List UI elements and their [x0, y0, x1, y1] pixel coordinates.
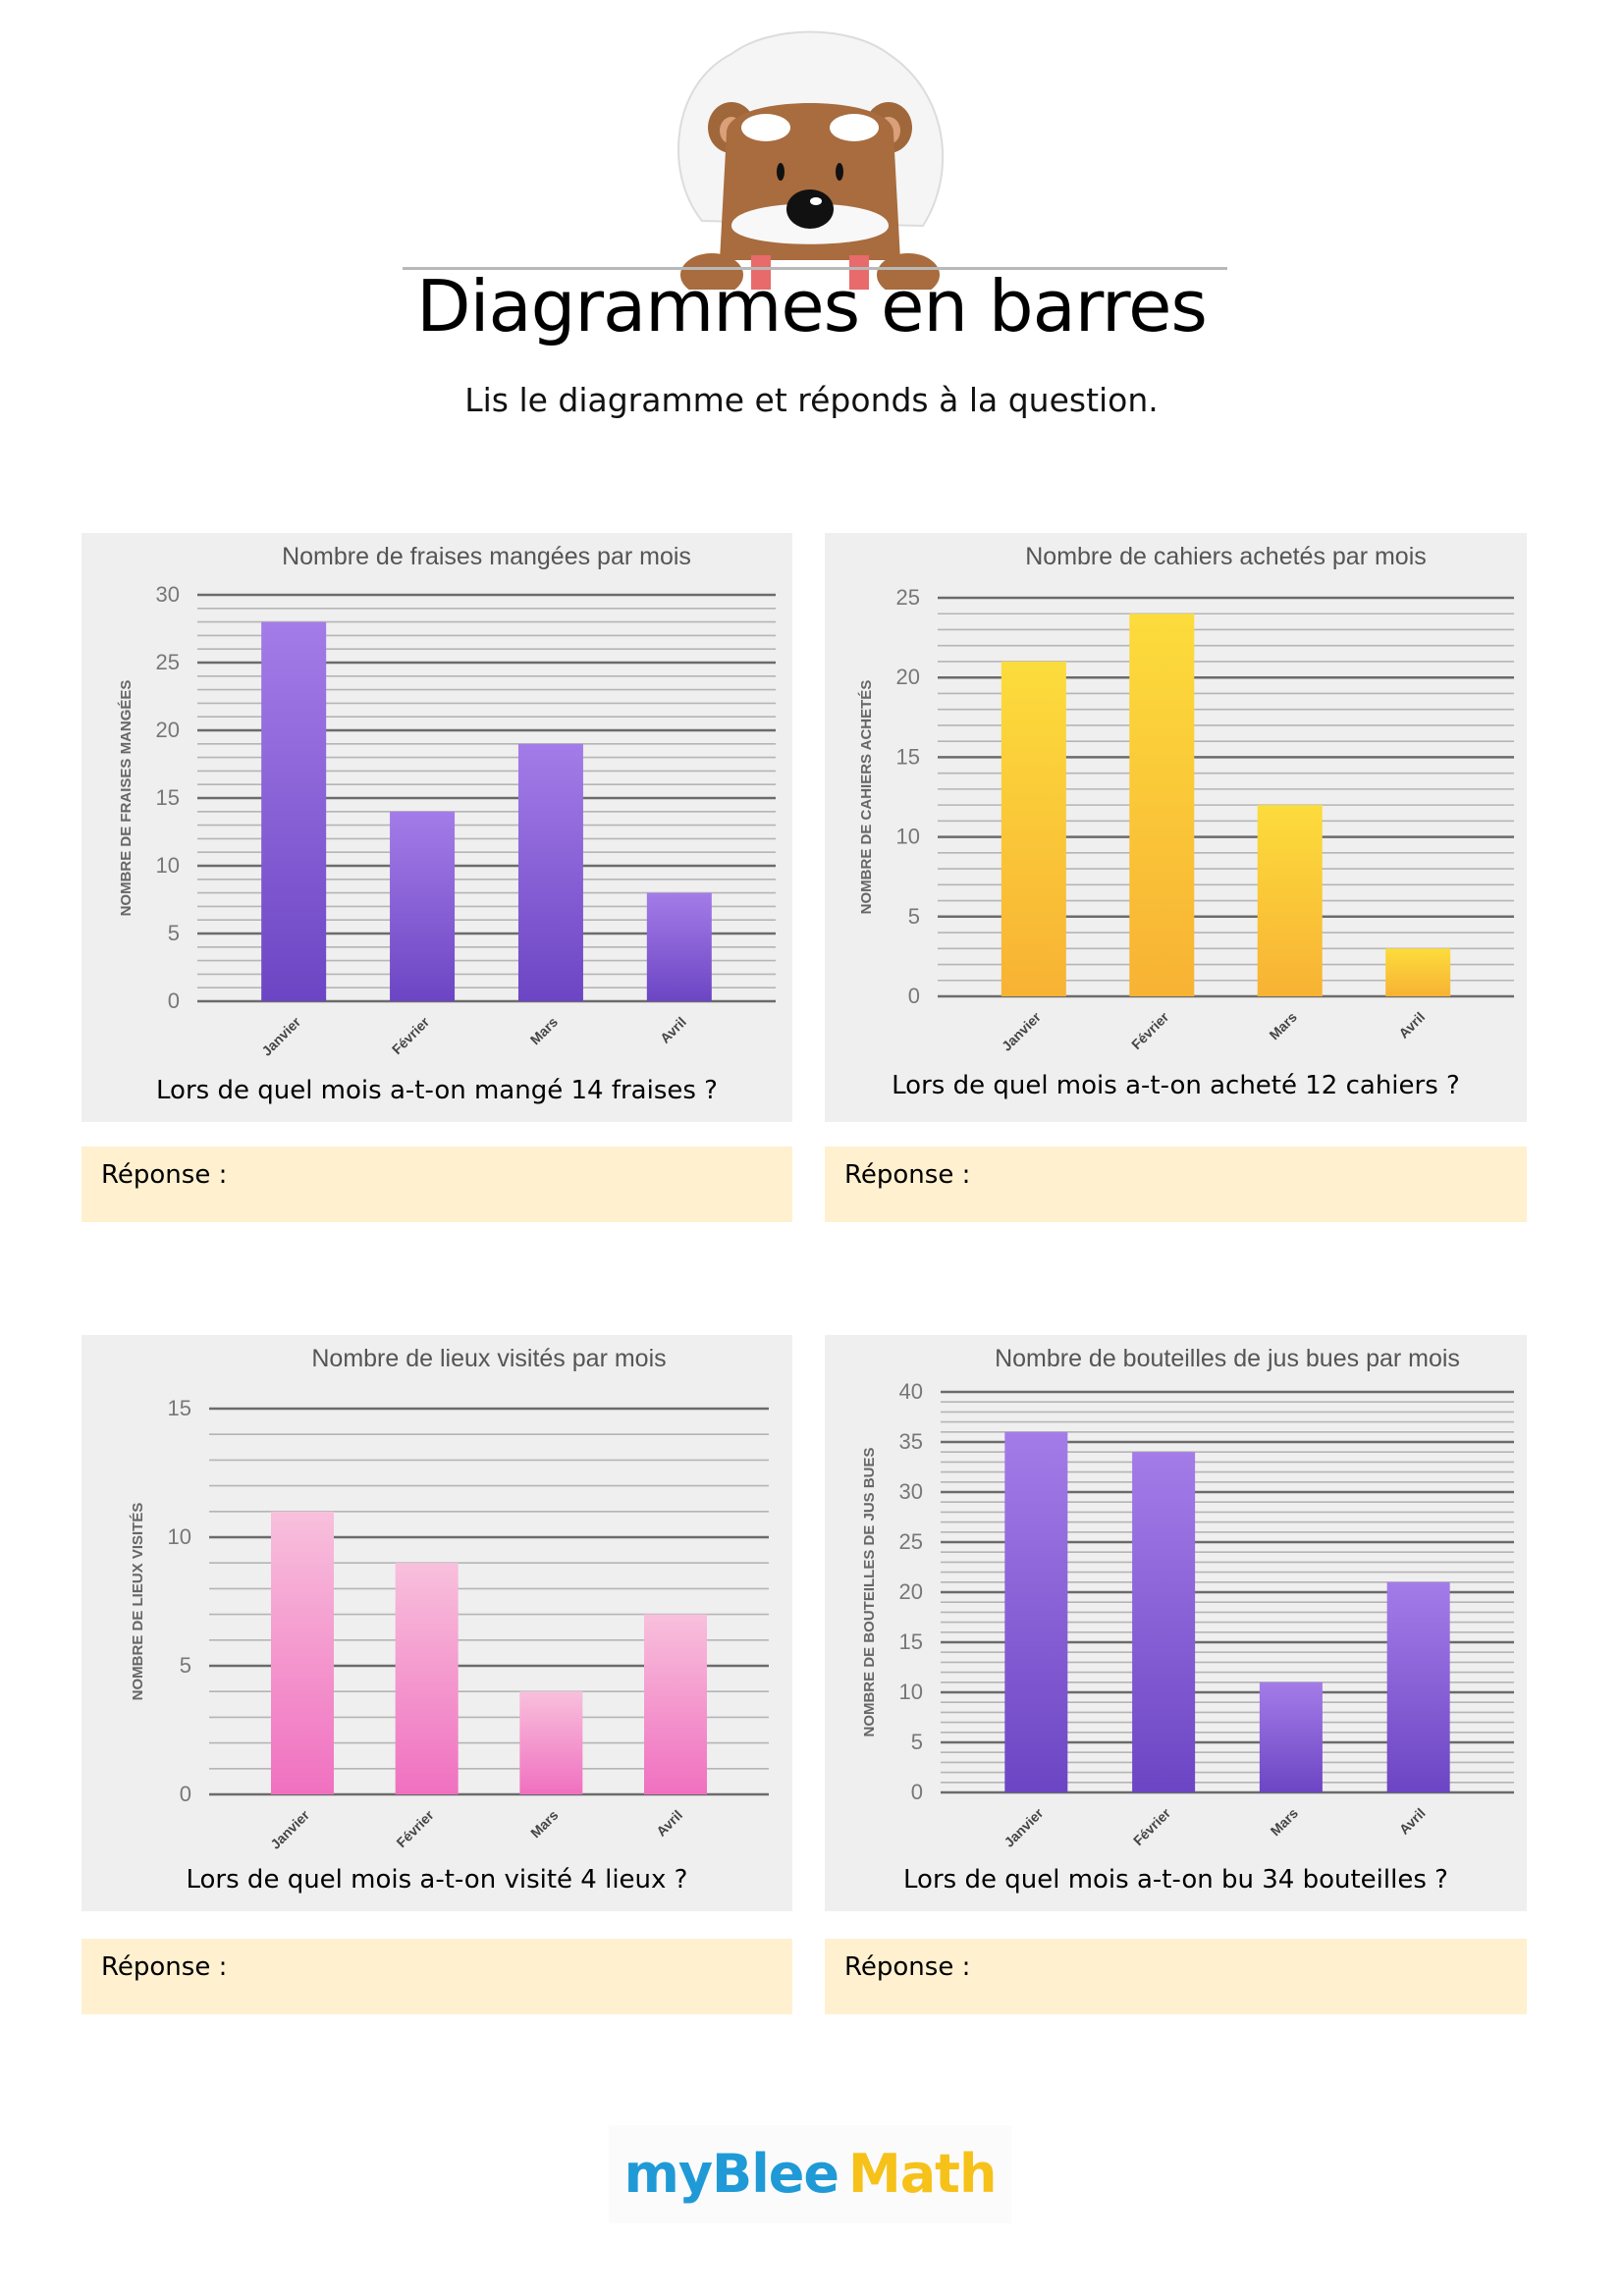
bar-avril [646, 892, 712, 1001]
question-text: Lors de quel mois a-t-on bu 34 bouteille… [903, 1865, 1448, 1895]
y-tick-label: 20 [899, 1579, 923, 1604]
bar-avril [644, 1614, 707, 1794]
answer-box-2[interactable]: Réponse : [825, 1147, 1527, 1222]
page-title: Diagrammes en barres [416, 265, 1208, 347]
bear-mascot-icon [677, 30, 945, 290]
y-tick-label: 25 [896, 585, 920, 610]
y-tick-label: 10 [899, 1680, 923, 1704]
x-tick-label: Mars [527, 1014, 562, 1048]
y-tick-label: 0 [180, 1782, 191, 1806]
bar-fevrier [395, 1563, 459, 1794]
y-tick-label: 15 [896, 744, 920, 769]
y-tick-label: 20 [896, 665, 920, 689]
page-instructions: Lis le diagramme et réponds à la questio… [464, 381, 1159, 419]
x-tick-label: Avril [1396, 1805, 1429, 1838]
x-tick-label: Janvier [999, 1008, 1044, 1053]
answer-box-1[interactable]: Réponse : [81, 1147, 792, 1222]
y-tick-label: 5 [168, 921, 180, 945]
y-axis-label: NOMBRE DE CAHIERS ACHETÉS [858, 680, 875, 915]
bar-mars [1259, 1682, 1323, 1792]
y-axis-label: NOMBRE DE FRAISES MANGÉES [118, 680, 135, 917]
x-tick-label: Avril [1395, 1009, 1428, 1041]
bar-chart-2: Nombre de cahiers achetés par mois 0 5 10 15… [858, 543, 1514, 1054]
y-tick-label: 15 [899, 1629, 923, 1654]
y-tick-label: 5 [911, 1730, 923, 1754]
bar-janvier [261, 621, 327, 1001]
exercise-panel-2: Nombre de cahiers achetés par mois 0 5 10 15… [825, 533, 1527, 1122]
answer-label: Réponse : [101, 1952, 228, 1982]
bar-fevrier [1132, 1452, 1196, 1792]
x-tick-label: Avril [653, 1807, 685, 1840]
bar-chart-4: Nombre de bouteilles de jus bues par moi… [861, 1345, 1514, 1850]
bar-avril [1385, 948, 1451, 996]
y-tick-label: 10 [156, 853, 180, 878]
x-tick-label: Janvier [1001, 1804, 1046, 1849]
x-tick-label: Mars [1268, 1805, 1302, 1840]
chart-title: Nombre de cahiers achetés par mois [1025, 543, 1427, 570]
answer-label: Réponse : [844, 1160, 971, 1190]
y-tick-label: 30 [156, 582, 180, 607]
x-tick-label: Avril [657, 1014, 689, 1046]
question-text: Lors de quel mois a-t-on mangé 14 fraise… [156, 1076, 718, 1105]
chart-title: Nombre de bouteilles de jus bues par moi… [995, 1345, 1460, 1372]
y-axis-label: NOMBRE DE LIEUX VISITÉS [130, 1503, 146, 1701]
y-tick-label: 0 [168, 988, 180, 1013]
x-tick-label: Janvier [258, 1013, 303, 1058]
y-tick-label: 0 [908, 984, 920, 1008]
header-divider [403, 267, 1227, 270]
y-tick-label: 25 [156, 650, 180, 674]
x-tick-label: Février [1128, 1008, 1172, 1052]
bar-janvier [1004, 1431, 1068, 1792]
question-text: Lors de quel mois a-t-on acheté 12 cahie… [892, 1071, 1460, 1100]
bar-fevrier [1129, 614, 1195, 996]
y-tick-label: 10 [168, 1524, 191, 1549]
x-tick-label: Mars [1266, 1009, 1300, 1043]
y-tick-label: 10 [896, 825, 920, 849]
chart-title: Nombre de lieux visités par mois [311, 1345, 666, 1372]
y-tick-label: 15 [156, 785, 180, 810]
x-tick-label: Janvier [267, 1806, 312, 1851]
myblee-math-logo: myBlee Math [609, 2125, 1011, 2223]
y-tick-label: 30 [899, 1479, 923, 1504]
logo-part-1: myBlee [623, 2143, 839, 2205]
bar-mars [1257, 805, 1323, 996]
y-tick-label: 40 [899, 1379, 923, 1404]
y-tick-label: 0 [911, 1780, 923, 1804]
y-tick-label: 25 [899, 1529, 923, 1554]
y-axis-label: NOMBRE DE BOUTEILLES DE JUS BUES [861, 1447, 878, 1736]
bar-fevrier [390, 811, 456, 1001]
bar-avril [1386, 1581, 1450, 1792]
answer-label: Réponse : [844, 1952, 971, 1982]
answer-box-4[interactable]: Réponse : [825, 1939, 1527, 2014]
y-tick-label: 5 [180, 1653, 191, 1678]
y-tick-label: 15 [168, 1396, 191, 1420]
answer-label: Réponse : [101, 1160, 228, 1190]
exercise-panel-3: Nombre de lieux visités par mois 0 5 10 15 NO… [81, 1335, 792, 1911]
bar-mars [519, 1691, 583, 1794]
exercise-panel-1: Nombre de fraises mangées par mois 0 5 10 15… [81, 533, 792, 1122]
bar-chart-3: Nombre de lieux visités par mois 0 5 10 15 NO… [130, 1345, 769, 1852]
bar-chart-1: Nombre de fraises mangées par mois 0 5 10 15… [118, 543, 776, 1059]
y-tick-label: 5 [908, 904, 920, 929]
x-tick-label: Mars [527, 1807, 562, 1842]
exercise-panel-4: Nombre de bouteilles de jus bues par moi… [825, 1335, 1527, 1911]
x-tick-label: Février [393, 1806, 437, 1850]
y-tick-label: 20 [156, 718, 180, 742]
question-text: Lors de quel mois a-t-on visité 4 lieux … [186, 1865, 688, 1895]
bar-janvier [271, 1511, 334, 1794]
x-tick-label: Février [1130, 1804, 1174, 1848]
x-tick-label: Février [389, 1013, 433, 1057]
bar-mars [517, 743, 583, 1001]
chart-title: Nombre de fraises mangées par mois [282, 543, 691, 570]
logo-part-2: Math [847, 2143, 997, 2205]
bar-janvier [1001, 661, 1066, 996]
answer-box-3[interactable]: Réponse : [81, 1939, 792, 2014]
y-tick-label: 35 [899, 1429, 923, 1454]
